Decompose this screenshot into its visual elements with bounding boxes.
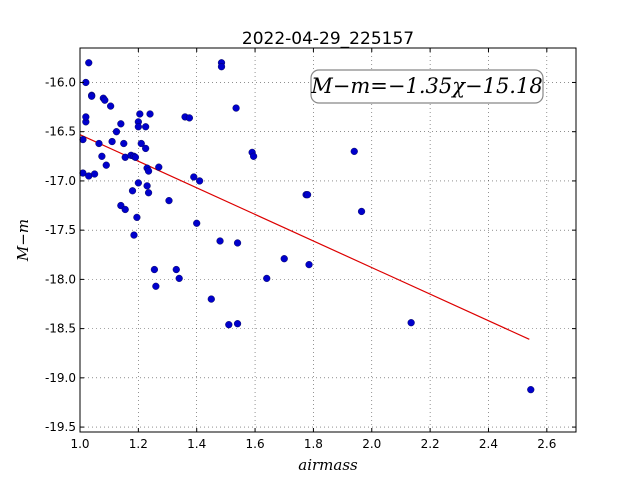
fit-line-group <box>79 134 530 340</box>
data-point <box>142 144 150 153</box>
data-point <box>216 237 224 245</box>
data-point <box>131 153 140 161</box>
x-tick-label: 1.8 <box>304 437 323 451</box>
data-point <box>117 120 125 128</box>
data-point <box>98 152 106 160</box>
data-point <box>207 295 215 303</box>
data-point <box>121 205 129 214</box>
y-tick-label: -16.0 <box>45 75 76 89</box>
data-point <box>146 110 154 118</box>
data-point <box>152 282 160 290</box>
data-point <box>120 139 128 148</box>
data-point <box>143 182 151 190</box>
fit-equation: M−m=−1.35χ−15.18 <box>310 74 542 98</box>
data-point <box>175 274 183 283</box>
axis-ticks: 1.0 1.2 1.4 1.6 1.8 2.0 2.2 2.4 2.6 -16.0 -16.5 -17… <box>45 48 576 451</box>
data-point <box>185 114 194 122</box>
data-point <box>350 147 358 155</box>
data-point <box>225 321 233 329</box>
data-point <box>407 319 415 327</box>
chart-title: 2022-04-29_225157 <box>242 29 414 49</box>
data-point <box>79 135 87 144</box>
data-point <box>88 92 96 100</box>
data-point <box>172 265 180 274</box>
data-point <box>136 110 144 118</box>
data-point <box>90 170 99 178</box>
data-point <box>101 96 109 104</box>
data-point <box>193 219 201 227</box>
y-tick-label: -19.5 <box>45 420 76 434</box>
x-tick-label: 2.2 <box>421 437 440 451</box>
data-point <box>85 59 93 67</box>
data-point <box>142 123 150 131</box>
data-point <box>95 139 103 148</box>
data-point <box>130 231 138 239</box>
annotation-frame <box>310 69 544 104</box>
x-tick-label: 2.0 <box>362 437 381 451</box>
y-tick-label: -18.5 <box>45 322 76 336</box>
data-point <box>217 63 226 71</box>
data-point <box>128 187 137 195</box>
data-point <box>137 139 145 148</box>
data-point <box>527 386 535 394</box>
data-point <box>82 113 90 121</box>
data-point <box>165 197 173 205</box>
fit-line <box>79 134 530 340</box>
data-point <box>232 104 240 112</box>
data-point <box>144 167 153 175</box>
plot-frame <box>79 47 577 433</box>
data-point <box>196 177 204 185</box>
y-tick-label: -16.5 <box>45 125 76 139</box>
data-points <box>79 59 535 394</box>
x-tick-label: 1.0 <box>70 437 89 451</box>
data-point <box>134 179 142 187</box>
data-point <box>108 137 116 146</box>
grid-lines <box>79 48 576 432</box>
y-tick-label: -17.0 <box>45 174 76 188</box>
data-point <box>305 261 313 269</box>
data-point <box>150 265 159 274</box>
x-tick-label: 2.4 <box>479 437 498 451</box>
y-tick-label: -18.0 <box>45 272 76 286</box>
x-axis-label: airmass <box>298 456 358 474</box>
data-point <box>233 239 242 247</box>
x-tick-label: 1.6 <box>246 437 265 451</box>
data-point <box>303 191 312 199</box>
data-point <box>107 102 115 110</box>
x-tick-label: 1.4 <box>187 437 206 451</box>
data-point <box>357 207 366 216</box>
fit-annotation-box: M−m=−1.35χ−15.18 <box>310 69 544 104</box>
y-tick-label: -17.5 <box>45 223 76 237</box>
data-point <box>144 189 153 197</box>
data-point <box>133 213 141 221</box>
data-point <box>155 163 163 171</box>
y-tick-label: -19.0 <box>45 371 76 385</box>
data-point <box>112 128 121 136</box>
data-point <box>233 320 242 328</box>
data-point <box>102 161 110 169</box>
data-point <box>263 274 271 283</box>
data-point <box>280 255 288 263</box>
x-tick-label: 1.2 <box>129 437 148 451</box>
data-point <box>134 123 142 131</box>
data-point <box>250 152 258 160</box>
y-axis-label: M−m <box>14 219 32 262</box>
data-point <box>190 173 198 181</box>
x-tick-label: 2.6 <box>537 437 556 451</box>
